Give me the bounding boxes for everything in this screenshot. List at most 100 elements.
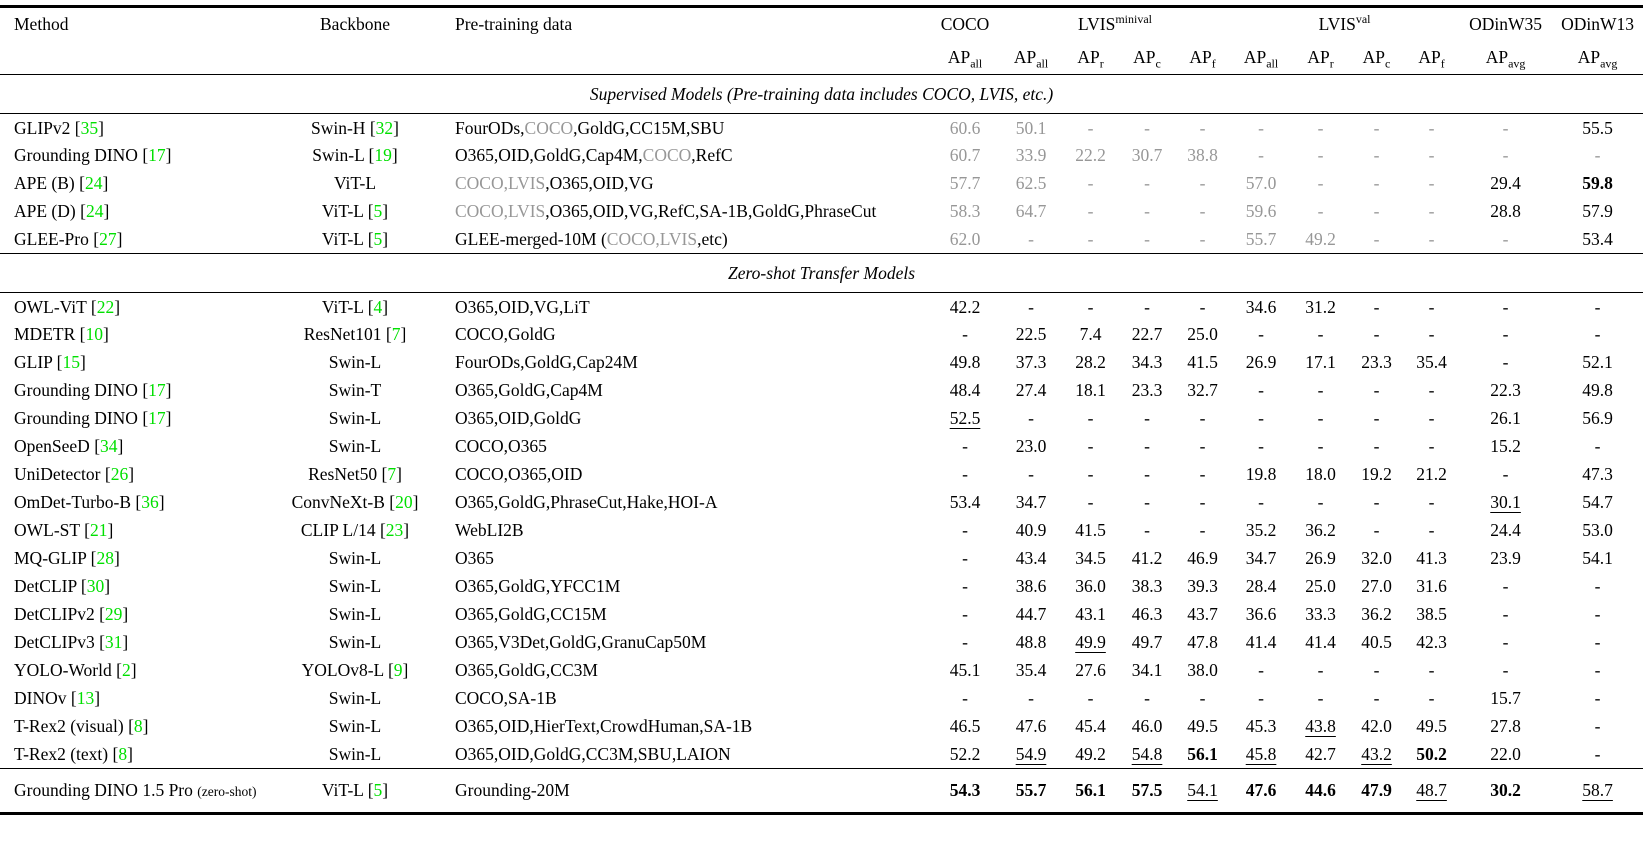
name-text: ViT-L — [321, 229, 364, 250]
metric-value: 21.2 — [1416, 464, 1447, 485]
metric-cell-lvis-minival-ap-c: - — [1119, 226, 1175, 254]
backbone-cell: ViT-L — [280, 170, 430, 198]
backbone-cell: CLIP L/14 [23] — [300, 520, 410, 541]
citation-ref: 23 — [385, 520, 404, 541]
metric-value: 57.0 — [1245, 173, 1277, 194]
metric-cell-lvis-minival-ap-c: 46.3 — [1119, 601, 1175, 629]
pretrain-segment: ,GoldG,CC15M,SBU — [573, 117, 725, 138]
metric-value: - — [1373, 436, 1380, 457]
metric-value: 19.2 — [1361, 464, 1392, 485]
metric-value: - — [1373, 229, 1380, 250]
pretrain-segment: O365,GoldG,PhraseCut,Hake,HOI-A — [455, 492, 718, 513]
metric-cell-lvis-minival-ap-f: - — [1175, 461, 1230, 489]
metric-cell-lvis-minival-ap-all: 48.8 — [1000, 629, 1062, 657]
metric-cell-lvis-minival-ap-r: - — [1062, 114, 1119, 142]
name-text: T-Rex2 (visual) — [14, 716, 124, 737]
table-header: Method Backbone Pre-training data COCO L… — [0, 5, 1643, 75]
metric-cell-lvis-minival-ap-f: 47.8 — [1175, 629, 1230, 657]
metric-value: 22.2 — [1075, 145, 1106, 166]
metric-cell-coco-ap-all: - — [930, 685, 1000, 713]
method-cell: OmDet-Turbo-B [36] — [14, 492, 165, 513]
metric-cell-lvis-minival-ap-all: - — [1000, 405, 1062, 433]
metric-value: - — [1199, 117, 1206, 138]
metric-cell-odinw35-ap-avg: 23.9 — [1459, 545, 1552, 573]
metric-cell-lvis-val-ap-all: - — [1230, 114, 1292, 142]
name-text: OmDet-Turbo-B — [14, 492, 131, 513]
method-note: (zero-shot) — [197, 784, 257, 800]
metric-value: - — [1144, 296, 1150, 317]
col-group-lvis-val: LVISval — [1230, 5, 1460, 41]
metric-value: 56.9 — [1582, 408, 1613, 429]
group-label-lvis-val: LVIS — [1318, 14, 1356, 35]
metric-cell-lvis-minival-ap-all: 43.4 — [1000, 545, 1062, 573]
metric-value: 40.5 — [1361, 632, 1392, 653]
metric-cell-lvis-val-ap-r: - — [1292, 198, 1349, 226]
backbone-cell: Swin-L — [280, 713, 430, 741]
metric-value: 49.8 — [949, 352, 981, 373]
metric-value: 36.2 — [1305, 520, 1336, 541]
method-cell: Grounding DINO 1.5 Pro (zero-shot) — [0, 768, 280, 815]
metric-value: 46.9 — [1187, 548, 1218, 569]
metric-value: - — [1258, 436, 1264, 457]
metric-cell-lvis-minival-ap-f: 32.7 — [1175, 377, 1230, 405]
metric-cell-coco-ap-all: 45.1 — [930, 657, 1000, 685]
metric-cell-odinw13-ap-avg: - — [1552, 321, 1643, 349]
metric-cell-odinw35-ap-avg: 28.8 — [1459, 198, 1552, 226]
citation-ref: 17 — [148, 380, 166, 401]
metric-value: - — [1087, 201, 1094, 222]
metric-value: - — [1502, 324, 1509, 345]
metric-value: 31.6 — [1416, 576, 1447, 597]
name-text: DetCLIP — [14, 576, 77, 597]
metric-value: - — [1144, 688, 1150, 709]
pretrain-segment: GLEE-merged-10M ( — [455, 229, 607, 250]
metric-cell-lvis-minival-ap-c: - — [1119, 685, 1175, 713]
metric-cell-coco-ap-all: 49.8 — [930, 349, 1000, 377]
metric-cell-lvis-val-ap-all: - — [1230, 489, 1292, 517]
metric-value: 17.1 — [1305, 352, 1336, 373]
metric-cell-lvis-val-ap-r: - — [1292, 170, 1349, 198]
metric-value: 43.4 — [1015, 548, 1047, 569]
metric-value: - — [1317, 688, 1324, 709]
metric-cell-lvis-minival-ap-c: 38.3 — [1119, 573, 1175, 601]
metric-cell-lvis-minival-ap-r: 34.5 — [1062, 545, 1119, 573]
metric-value: - — [1317, 660, 1324, 681]
metric-value: 34.3 — [1131, 352, 1163, 373]
method-cell: GLEE-Pro [27] — [14, 229, 123, 250]
metric-cell-lvis-val-ap-f: - — [1404, 433, 1459, 461]
metric-cell-lvis-val-ap-all: 34.7 — [1230, 545, 1292, 573]
metric-cell-lvis-val-ap-c: - — [1349, 657, 1404, 685]
metric-value: 22.3 — [1490, 380, 1521, 401]
backbone-cell: Swin-L — [280, 349, 430, 377]
metric-value: 34.5 — [1075, 548, 1106, 569]
metric-cell-lvis-minival-ap-f: 46.9 — [1175, 545, 1230, 573]
table-row: MDETR [10] ResNet101 [7] COCO,GoldG - 22.5 7.… — [0, 321, 1643, 349]
metric-value: 52.5 — [949, 408, 981, 429]
metric-cell-lvis-minival-ap-r: - — [1062, 198, 1119, 226]
name-text: ViT-L — [321, 296, 364, 317]
table-row: DINOv [13] Swin-L COCO,SA-1B - - - - - - - - - 15.7 - — [0, 685, 1643, 713]
metric-cell-lvis-val-ap-r: 26.9 — [1292, 545, 1349, 573]
group-sup-minival: minival — [1115, 12, 1152, 27]
metric-cell-lvis-val-ap-c: - — [1349, 142, 1404, 170]
citation-ref: 8 — [118, 744, 128, 765]
citation-ref: 2 — [121, 660, 131, 681]
metric-value: 55.7 — [1015, 780, 1047, 801]
metric-cell-lvis-minival-ap-all: 47.6 — [1000, 713, 1062, 741]
citation-ref: 28 — [96, 548, 114, 569]
metric-value: - — [962, 436, 968, 457]
table-row: Grounding DINO [17] Swin-L O365,OID,GoldG 5… — [0, 405, 1643, 433]
name-text: APE (B) — [14, 173, 75, 194]
metric-value: 27.6 — [1075, 660, 1106, 681]
metric-value: - — [1199, 464, 1206, 485]
metric-cell-lvis-val-ap-all: 45.8 — [1230, 741, 1292, 769]
metric-cell-lvis-minival-ap-f: - — [1175, 226, 1230, 254]
metric-cell-lvis-val-ap-all: 36.6 — [1230, 601, 1292, 629]
metric-value: 44.6 — [1305, 780, 1336, 801]
method-cell: Grounding DINO [17] — [14, 380, 172, 401]
metric-cell-lvis-minival-ap-all: 35.4 — [1000, 657, 1062, 685]
metric-value: - — [1144, 436, 1150, 457]
metric-cell-coco-ap-all: - — [930, 517, 1000, 545]
metric-value: 50.1 — [1015, 117, 1047, 138]
metric-cell-lvis-val-ap-r: - — [1292, 489, 1349, 517]
metric-value: - — [1087, 688, 1094, 709]
